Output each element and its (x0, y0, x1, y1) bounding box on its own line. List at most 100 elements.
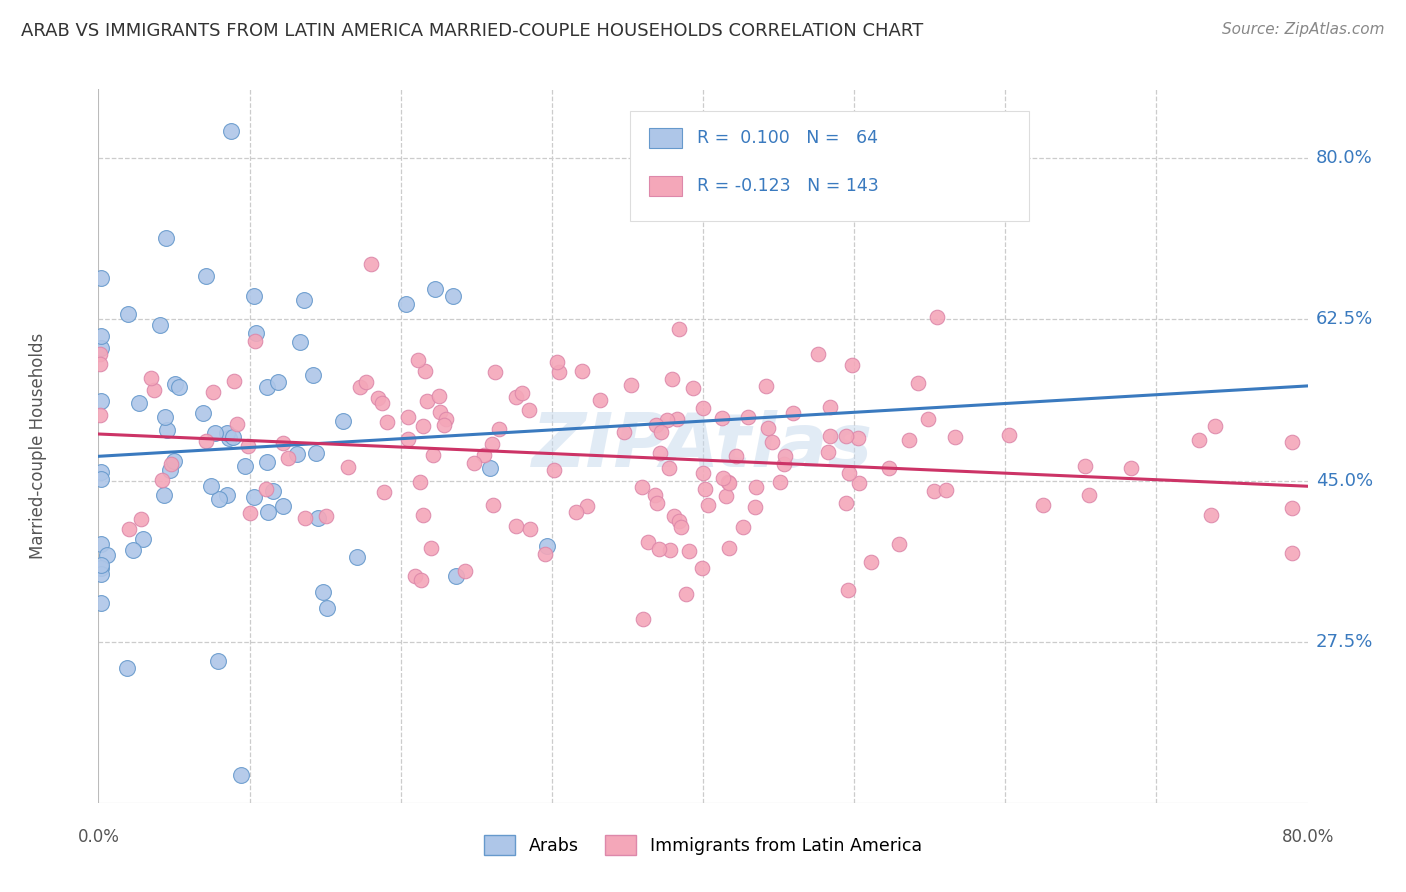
Point (429, 405, 451, 419)
Point (423, 282, 446, 296)
Point (782, 406, 804, 420)
Point (89, 357, 111, 371)
Point (546, 355, 568, 369)
Point (1199, 508, 1222, 522)
Point (998, 428, 1021, 442)
Point (536, 539, 558, 553)
Point (761, 435, 783, 450)
Point (589, 393, 612, 408)
Point (775, 449, 797, 463)
Point (647, 541, 669, 556)
Point (427, 389, 450, 403)
Point (505, 390, 527, 404)
Point (408, 353, 430, 368)
Point (90, 329, 112, 343)
Point (159, 463, 181, 477)
Point (519, 522, 541, 536)
Point (907, 376, 929, 390)
Point (484, 365, 506, 379)
Point (835, 495, 858, 509)
Point (769, 475, 792, 490)
Text: Source: ZipAtlas.com: Source: ZipAtlas.com (1222, 22, 1385, 37)
Point (396, 432, 419, 446)
Point (897, 433, 920, 447)
Point (661, 372, 683, 386)
Point (772, 457, 794, 471)
Point (547, 365, 569, 379)
Point (879, 461, 901, 475)
Point (312, 585, 335, 599)
Point (316, 601, 339, 615)
Point (817, 445, 839, 459)
Point (613, 425, 636, 439)
Point (889, 537, 911, 551)
Point (737, 410, 759, 425)
Point (200, 479, 222, 493)
Point (266, 375, 288, 389)
Point (837, 582, 859, 597)
Point (315, 508, 337, 523)
Point (163, 454, 186, 468)
Point (481, 436, 503, 450)
Point (194, 268, 217, 283)
Point (755, 379, 778, 393)
Point (208, 491, 231, 506)
Point (90, 537, 112, 551)
Point (724, 450, 747, 464)
Point (243, 289, 266, 303)
Point (922, 484, 945, 499)
Point (90, 596, 112, 610)
Point (695, 482, 717, 496)
Point (841, 358, 863, 372)
Point (294, 510, 316, 524)
Point (239, 506, 262, 520)
Text: ZIPAtlas: ZIPAtlas (533, 409, 873, 483)
Point (349, 380, 371, 394)
Point (662, 509, 685, 524)
Point (245, 334, 267, 348)
Point (404, 569, 426, 583)
Legend: Arabs, Immigrants from Latin America: Arabs, Immigrants from Latin America (477, 828, 929, 862)
Point (412, 508, 434, 522)
Point (292, 293, 315, 308)
Text: ARAB VS IMMIGRANTS FROM LATIN AMERICA MARRIED-COUPLE HOUSEHOLDS CORRELATION CHAR: ARAB VS IMMIGRANTS FROM LATIN AMERICA MA… (21, 22, 924, 40)
Point (409, 573, 432, 587)
Point (277, 451, 299, 466)
Point (302, 368, 325, 383)
Point (917, 411, 939, 425)
Point (332, 414, 354, 428)
Point (290, 335, 312, 350)
Point (395, 297, 418, 311)
Point (690, 561, 713, 575)
Point (412, 419, 434, 434)
Point (115, 661, 138, 675)
FancyBboxPatch shape (648, 176, 682, 195)
Point (122, 542, 145, 557)
Point (848, 431, 870, 445)
Point (156, 423, 179, 437)
Point (718, 541, 741, 555)
Point (89, 408, 111, 422)
Point (236, 440, 259, 454)
Point (117, 307, 139, 321)
Point (149, 318, 172, 333)
Point (204, 426, 226, 441)
Point (433, 417, 456, 432)
Point (337, 460, 360, 475)
Point (711, 411, 734, 425)
Point (1032, 498, 1054, 512)
Point (90, 465, 112, 479)
Point (860, 556, 883, 570)
Point (675, 587, 697, 601)
Point (129, 511, 152, 525)
Point (155, 231, 177, 245)
Point (194, 434, 217, 448)
Point (658, 461, 681, 475)
Point (631, 480, 654, 494)
Point (222, 430, 245, 444)
Point (818, 428, 841, 442)
Point (396, 410, 419, 425)
Point (256, 380, 278, 394)
Point (218, 431, 240, 445)
Point (371, 396, 394, 410)
